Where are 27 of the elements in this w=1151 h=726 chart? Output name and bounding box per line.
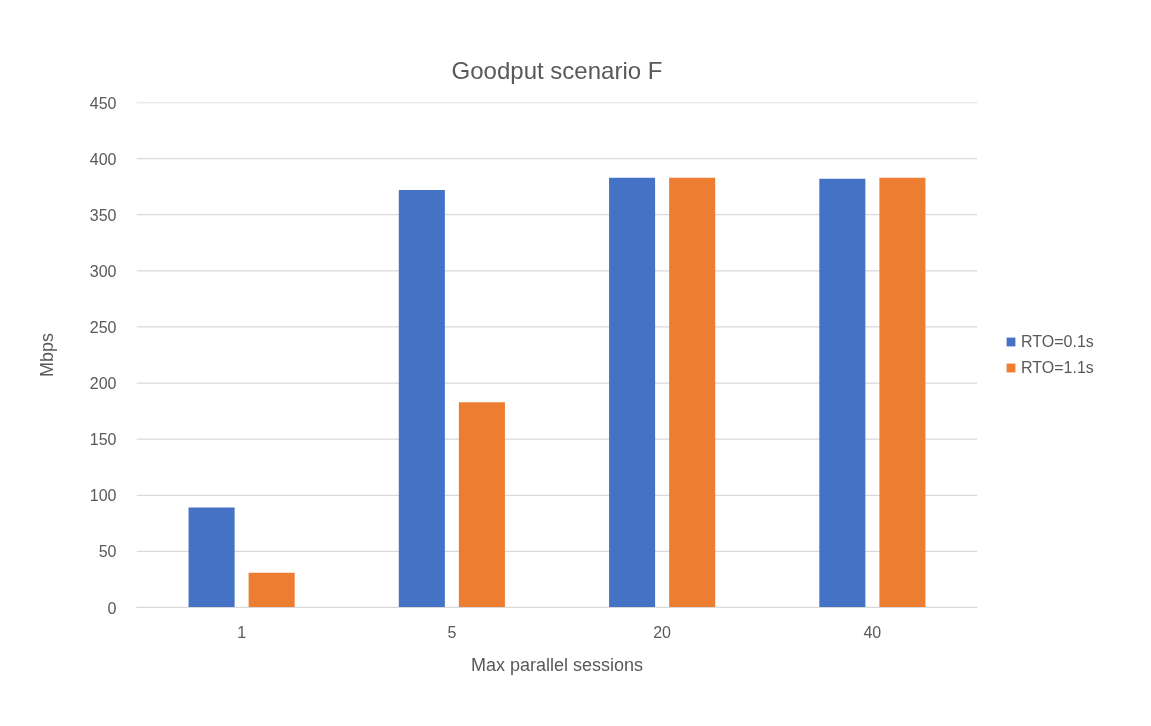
bar bbox=[188, 507, 235, 608]
bar bbox=[669, 177, 716, 608]
bar bbox=[248, 572, 295, 608]
bar bbox=[819, 178, 866, 608]
legend-label: RTO=1.1s bbox=[1021, 358, 1094, 377]
y-tick-label: 100 bbox=[89, 487, 117, 505]
x-tick-label: 5 bbox=[447, 623, 457, 641]
x-axis-title: Max parallel sessions bbox=[470, 654, 644, 675]
bar bbox=[609, 177, 656, 608]
y-tick-label: 400 bbox=[89, 150, 117, 168]
y-axis-title: Mbps bbox=[36, 332, 57, 378]
y-tick-label: 50 bbox=[98, 543, 117, 561]
bar bbox=[398, 190, 445, 608]
y-tick-label: 250 bbox=[89, 318, 117, 336]
chart-title: Goodput scenario F bbox=[451, 56, 663, 84]
bar bbox=[879, 177, 926, 608]
y-tick-label: 450 bbox=[89, 94, 117, 112]
x-tick-label: 40 bbox=[863, 623, 882, 641]
y-tick-label: 150 bbox=[89, 431, 117, 449]
legend-label: RTO=0.1s bbox=[1021, 332, 1094, 351]
x-tick-label: 1 bbox=[237, 623, 247, 641]
y-tick-label: 200 bbox=[89, 375, 117, 393]
y-tick-label: 0 bbox=[107, 599, 117, 617]
bar bbox=[458, 402, 505, 608]
y-tick-label: 300 bbox=[89, 262, 117, 280]
x-tick-label: 20 bbox=[653, 623, 672, 641]
y-tick-label: 350 bbox=[89, 206, 117, 224]
